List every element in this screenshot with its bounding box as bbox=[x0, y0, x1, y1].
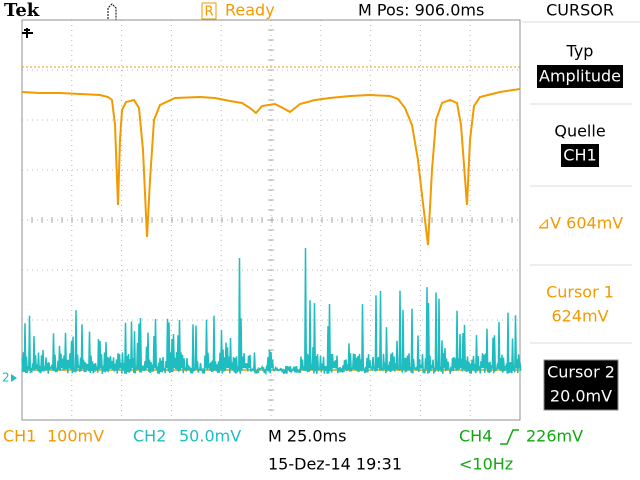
source-value[interactable]: CH1 bbox=[563, 146, 596, 165]
type-label: Typ bbox=[566, 42, 594, 61]
source-value-box bbox=[561, 144, 599, 167]
brand: Tek bbox=[4, 0, 40, 21]
trigger-position-marker bbox=[22, 28, 33, 38]
status-icon: R bbox=[204, 5, 213, 20]
cursor-2-value: 20.0mV bbox=[550, 387, 612, 406]
status: Ready bbox=[225, 1, 275, 20]
m-pos: M Pos: 906.0ms bbox=[358, 1, 484, 20]
timebase: M 25.0ms bbox=[268, 427, 346, 446]
ch2-marker: 2 bbox=[2, 371, 10, 385]
cursor-1-value: 624mV bbox=[551, 307, 608, 326]
trigger-slope-icon bbox=[500, 429, 519, 445]
source-label: Quelle bbox=[554, 122, 605, 141]
cursor-2-box bbox=[543, 359, 619, 411]
cursor-1-label[interactable]: Cursor 1 bbox=[546, 283, 614, 302]
ch1-scale: 100mV bbox=[47, 427, 104, 446]
status-icon-box bbox=[201, 2, 217, 20]
ch2-marker-arrow bbox=[11, 374, 17, 382]
type-value[interactable]: Amplitude bbox=[539, 67, 621, 86]
cursor-2-label[interactable]: Cursor 2 bbox=[547, 363, 615, 382]
trigger-level: 226mV bbox=[526, 427, 583, 446]
trigger-source: CH4 bbox=[459, 427, 492, 446]
ch1-label: CH1 bbox=[3, 427, 36, 446]
date-time: 15-Dez-14 19:31 bbox=[268, 455, 402, 474]
graticule-border bbox=[21, 19, 521, 421]
menu-title: CURSOR bbox=[546, 1, 614, 20]
delta-readout: ⊿V 604mV bbox=[537, 214, 624, 233]
ch2-trace bbox=[21, 247, 522, 376]
ch1-trace bbox=[21, 88, 521, 246]
ch2-scale: 50.0mV bbox=[179, 427, 241, 446]
trigger-frequency: <10Hz bbox=[459, 455, 513, 474]
type-value-box bbox=[537, 65, 623, 88]
ch2-label: CH2 bbox=[133, 427, 166, 446]
